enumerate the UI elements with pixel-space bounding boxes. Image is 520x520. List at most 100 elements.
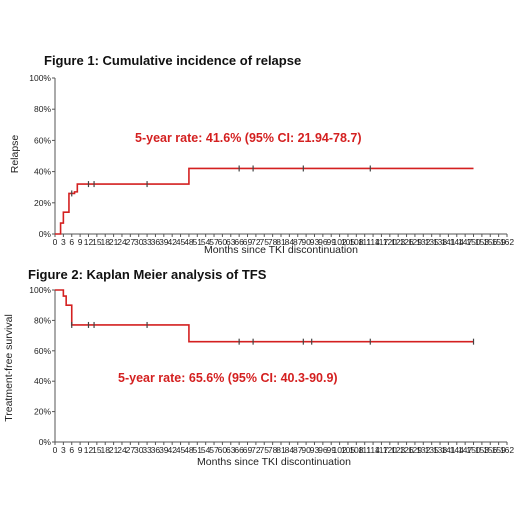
figure-1-x-tick-label: 87 xyxy=(293,237,303,247)
figure-1-x-tick-label: 18 xyxy=(100,237,110,247)
figure-2-y-tick-label: 20% xyxy=(34,407,51,417)
figure-1-x-tick-label: 150 xyxy=(466,237,480,247)
figure-2-x-tick-label: 123 xyxy=(391,445,405,455)
figure-2-x-tick-label: 159 xyxy=(492,445,506,455)
figure-1-x-tick-label: 51 xyxy=(193,237,203,247)
figure-2-x-tick-label: 27 xyxy=(126,445,136,455)
figure-2-x-tick-label: 54 xyxy=(201,445,211,455)
figure-1-x-tick-label: 12 xyxy=(84,237,94,247)
figure-2-x-tick-label: 60 xyxy=(218,445,228,455)
figure-1-x-tick-label: 54 xyxy=(201,237,211,247)
figure-2-y-tick-label: 60% xyxy=(34,346,51,356)
figure-1-x-tick-label: 66 xyxy=(234,237,244,247)
figure-2-y-tick-label: 0% xyxy=(39,437,52,447)
figure-2-series xyxy=(55,289,475,345)
figure-1-x-tick-label: 144 xyxy=(450,237,464,247)
figure-2: Figure 2: Kaplan Meier analysis of TFS 5… xyxy=(3,267,514,468)
figure-1-x-tick-label: 45 xyxy=(176,237,186,247)
figure-1-x-tick-label: 3 xyxy=(61,237,66,247)
figure-1-x-tick-label: 126 xyxy=(399,237,413,247)
figure-1-x-tick-label: 21 xyxy=(109,237,119,247)
figure-1-y-tick-label: 20% xyxy=(34,198,51,208)
figure-2-y-tick-label: 40% xyxy=(34,376,51,386)
figure-1-x-axis-label: Months since TKI discontinuation xyxy=(204,244,358,256)
figure-2-x-tick-label: 57 xyxy=(209,445,219,455)
figure-2-y-tick-label: 80% xyxy=(34,315,51,325)
figure-2-x-tick-label: 9 xyxy=(78,445,83,455)
figure-1-y-tick-label: 80% xyxy=(34,104,51,114)
figure-1-x-tick-label: 39 xyxy=(159,237,169,247)
figure-1-x-tick-label: 30 xyxy=(134,237,144,247)
figure-1-x-tick-label: 15 xyxy=(92,237,102,247)
figure-1-x-tick-label: 72 xyxy=(251,237,261,247)
figure-1-x-tick-label: 93 xyxy=(310,237,320,247)
figure-1-x-tick-label: 90 xyxy=(301,237,311,247)
figure-2-x-axis-label: Months since TKI discontinuation xyxy=(197,456,351,468)
figure-1-x-tick-label: 81 xyxy=(276,237,286,247)
figure-2-x-tick-label: 90 xyxy=(301,445,311,455)
figure-2-x-tick-label: 111 xyxy=(358,445,371,455)
figure-1-axes xyxy=(52,77,508,237)
figure-1-series xyxy=(55,165,474,235)
figure-1-x-tick-label: 111 xyxy=(358,237,371,247)
figure-2-tick-labels: 0%20%40%60%80%100%0 3 6 9 121518212427303336… xyxy=(29,285,514,455)
figure-1-x-tick-label: 117 xyxy=(375,237,389,247)
figure-2-x-tick-label: 12 xyxy=(84,445,94,455)
figure-1-x-tick-label: 162 xyxy=(500,237,514,247)
figure-2-x-tick-label: 117 xyxy=(375,445,389,455)
figure-1-x-tick-label: 33 xyxy=(142,237,152,247)
figure-2-x-tick-label: 69 xyxy=(243,445,253,455)
figure-1-y-axis-label: Relapse xyxy=(9,135,21,174)
figure-2-x-tick-label: 21 xyxy=(109,445,119,455)
figure-2-x-tick-label: 72 xyxy=(251,445,261,455)
figure-2-x-tick-label: 3 xyxy=(61,445,66,455)
figure-1-x-tick-label: 99 xyxy=(326,237,336,247)
figure-1-x-tick-label: 60 xyxy=(218,237,228,247)
figure-1-x-tick-label: 78 xyxy=(268,237,278,247)
figure-2-x-tick-label: 81 xyxy=(276,445,286,455)
figure-2-x-tick-label: 144 xyxy=(450,445,464,455)
figure-1-y-tick-label: 0% xyxy=(39,229,52,239)
figure-2-x-tick-label: 30 xyxy=(134,445,144,455)
figure-2-x-tick-label: 48 xyxy=(184,445,194,455)
figure-1-x-tick-label: 75 xyxy=(260,237,270,247)
figure-1-x-tick-label: 6 xyxy=(69,237,74,247)
figure-2-x-tick-label: 162 xyxy=(500,445,514,455)
figure-2-x-tick-label: 39 xyxy=(159,445,169,455)
figure-2-x-tick-label: 66 xyxy=(234,445,244,455)
figure-2-axes xyxy=(52,289,508,445)
figure-1-y-tick-label: 60% xyxy=(34,135,51,145)
figure-2-x-tick-label: 105 xyxy=(341,445,355,455)
figure-1-x-tick-label: 105 xyxy=(341,237,355,247)
figure-2-x-tick-label: 120 xyxy=(383,445,397,455)
figure-2-x-tick-label: 102 xyxy=(332,445,346,455)
figure-2-x-tick-label: 129 xyxy=(408,445,422,455)
figure-1-x-tick-label: 102 xyxy=(332,237,346,247)
figure-2-x-tick-label: 33 xyxy=(142,445,152,455)
figure-2-x-tick-label: 36 xyxy=(151,445,161,455)
figure-1-x-tick-label: 132 xyxy=(416,237,430,247)
figure-2-x-tick-label: 132 xyxy=(416,445,430,455)
figure-2-step-curve xyxy=(55,289,474,343)
figure-1-x-tick-label: 138 xyxy=(433,237,447,247)
figure-2-x-tick-label: 51 xyxy=(193,445,203,455)
figure-1-x-tick-label: 57 xyxy=(209,237,219,247)
figure-1-x-tick-label: 36 xyxy=(151,237,161,247)
figure-2-x-tick-label: 24 xyxy=(117,445,127,455)
figure-2-x-tick-label: 93 xyxy=(310,445,320,455)
figure-1-x-tick-label: 147 xyxy=(458,237,472,247)
figure-1-x-tick-label: 129 xyxy=(408,237,422,247)
figure-1-title: Figure 1: Cumulative incidence of relaps… xyxy=(44,53,301,68)
figure-1-x-tick-label: 0 xyxy=(53,237,58,247)
figure-2-x-tick-label: 63 xyxy=(226,445,236,455)
figure-1-x-tick-label: 159 xyxy=(492,237,506,247)
figure-2-x-tick-label: 108 xyxy=(349,445,363,455)
figure-2-x-tick-label: 156 xyxy=(483,445,497,455)
figure-2-x-tick-label: 84 xyxy=(285,445,295,455)
figure-2-annotation: 5-year rate: 65.6% (95% CI: 40.3-90.9) xyxy=(118,371,338,385)
figure-1-y-tick-label: 100% xyxy=(29,73,51,83)
figure-1-step-curve xyxy=(55,167,474,235)
figure-2-x-tick-label: 15 xyxy=(92,445,102,455)
figure-1-x-tick-label: 63 xyxy=(226,237,236,247)
